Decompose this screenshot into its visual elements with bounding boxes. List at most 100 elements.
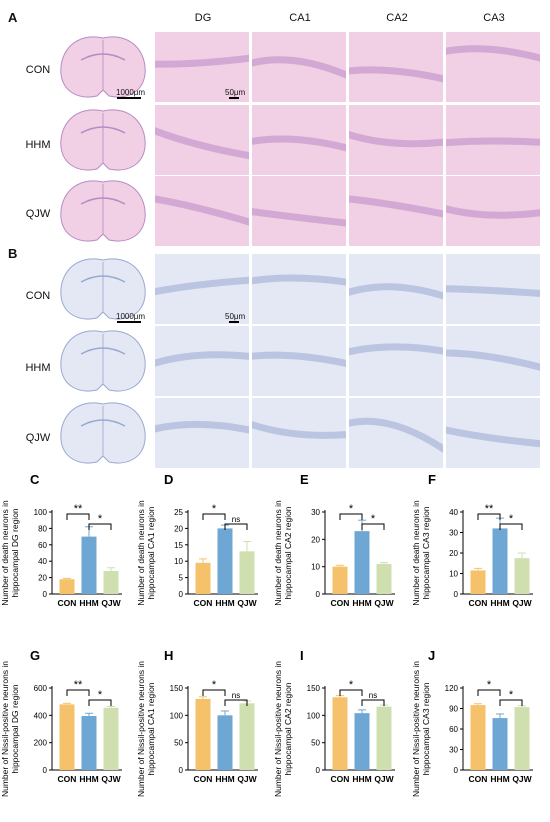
column-header-ca3: CA3 [446, 12, 542, 24]
y-tick-label-j-4: 120 [445, 684, 459, 693]
bar-h-qjw [240, 703, 255, 770]
y-axis-label-g-line1: Number of Nissil-positive neurons in [0, 661, 10, 797]
y-tick-label-c-4: 80 [38, 524, 47, 533]
column-header-ca2: CA2 [349, 12, 445, 24]
y-tick-label-d-1: 5 [179, 574, 184, 583]
x-tick-label-j-0: CON [469, 774, 488, 784]
scale-label-whole-b: 1000μm [116, 312, 145, 321]
x-tick-label-d-0: CON [194, 598, 213, 608]
significance-label-i-1: ns [369, 691, 377, 700]
y-tick-label-c-0: 0 [43, 590, 48, 599]
bar-c-hhm [82, 537, 97, 594]
x-tick-label-g-0: CON [58, 774, 77, 784]
panel-label-d: D [164, 472, 173, 487]
bar-d-qjw [240, 551, 255, 594]
x-tick-label-f-1: HHM [490, 598, 509, 608]
x-tick-label-j-1: HHM [490, 774, 509, 784]
bar-d-hhm [218, 528, 233, 594]
micrograph-nissl-qjw-ca2 [349, 398, 443, 468]
y-tick-label-i-1: 50 [311, 739, 320, 748]
y-axis-label-h-line2: hippocampal CA1 region [146, 682, 156, 775]
scale-label-zoom-a: 50μm [225, 88, 245, 97]
y-tick-label-g-3: 600 [34, 684, 48, 693]
y-tick-label-f-2: 20 [449, 549, 458, 558]
y-tick-label-h-0: 0 [179, 766, 184, 775]
significance-label-f-0: ** [485, 503, 494, 515]
significance-label-e-0: * [349, 503, 354, 515]
y-tick-label-h-1: 50 [174, 739, 183, 748]
micrograph-nissl-con-ca3 [446, 254, 540, 324]
micrograph-nissl-qjw-ca1 [252, 398, 346, 468]
y-tick-label-i-0: 0 [316, 766, 321, 775]
significance-label-d-1: ns [232, 515, 240, 524]
y-tick-label-h-2: 100 [170, 711, 184, 720]
y-tick-label-g-1: 200 [34, 739, 48, 748]
y-tick-label-j-1: 30 [449, 746, 458, 755]
bar-g-qjw [104, 708, 119, 770]
x-tick-label-e-0: CON [331, 598, 350, 608]
bar-j-qjw [515, 707, 530, 770]
x-tick-label-h-2: QJW [237, 774, 257, 784]
x-tick-label-f-2: QJW [512, 598, 532, 608]
bar-e-qjw [377, 564, 392, 594]
x-tick-label-c-1: HHM [79, 598, 98, 608]
y-tick-label-j-3: 90 [449, 705, 458, 714]
panel-label-e: E [300, 472, 309, 487]
y-axis-label-i-line2: hippocampal CA2 region [283, 682, 293, 775]
panel-label-a: A [8, 10, 17, 25]
column-header-ca1: CA1 [252, 12, 348, 24]
y-tick-label-e-0: 0 [316, 590, 321, 599]
y-tick-label-i-2: 100 [307, 711, 321, 720]
y-tick-label-c-2: 40 [38, 557, 47, 566]
x-tick-label-i-2: QJW [374, 774, 394, 784]
y-axis-label-f-line2: hippocampal CA3 region [421, 506, 431, 599]
panel-label-j: J [428, 648, 435, 663]
bar-j-con [471, 705, 486, 770]
x-tick-label-d-1: HHM [215, 598, 234, 608]
significance-label-i-0: * [349, 679, 354, 691]
y-tick-label-d-4: 20 [174, 524, 183, 533]
micrograph-he-hhm-ca3 [446, 105, 540, 175]
y-axis-label-f-line1: Number of death neurons in [411, 500, 421, 606]
micrograph-nissl-hhm-ca2 [349, 326, 443, 396]
y-axis-label-c-line1: Number of death neurons in [0, 500, 10, 606]
whole-brain-nissl-qjw [55, 396, 151, 470]
micrograph-he-hhm-ca2 [349, 105, 443, 175]
scale-bar-whole-a [117, 97, 141, 99]
y-axis-label-j-line2: hippocampal CA3 region [421, 682, 431, 775]
y-axis-label-g-line2: hippocampal DG region [10, 684, 20, 774]
bar-j-hhm [493, 718, 508, 770]
bar-i-hhm [355, 713, 370, 770]
micrograph-he-con-ca1 [252, 32, 346, 102]
bar-f-con [471, 570, 486, 594]
x-tick-label-g-1: HHM [79, 774, 98, 784]
y-axis-label-j-line1: Number of Nissil-positive neurons in [411, 661, 421, 797]
bar-charts: CNumber of death neurons in hippocampal D… [0, 470, 550, 822]
bar-e-hhm [355, 531, 370, 594]
x-tick-label-h-1: HHM [215, 774, 234, 784]
bar-h-con [196, 699, 211, 770]
x-tick-label-g-2: QJW [101, 774, 121, 784]
x-tick-label-j-2: QJW [512, 774, 532, 784]
y-tick-label-f-0: 0 [454, 590, 459, 599]
micrograph-nissl-hhm-ca1 [252, 326, 346, 396]
y-tick-label-e-2: 20 [311, 535, 320, 544]
bar-e-con [333, 567, 348, 594]
scale-bar-zoom-b [229, 321, 239, 323]
significance-label-j-0: * [487, 679, 492, 691]
bar-f-hhm [493, 528, 508, 594]
micrograph-he-con-ca2 [349, 32, 443, 102]
y-tick-label-e-1: 10 [311, 563, 320, 572]
x-tick-label-c-0: CON [58, 598, 77, 608]
whole-brain-he-hhm [55, 103, 151, 177]
y-tick-label-f-3: 30 [449, 529, 458, 538]
significance-label-g-1: * [98, 689, 103, 701]
micrograph-he-qjw-ca1 [252, 176, 346, 246]
y-tick-label-d-2: 10 [174, 557, 183, 566]
significance-label-h-0: * [212, 679, 217, 691]
panel-label-b: B [8, 246, 17, 261]
y-tick-label-f-4: 40 [449, 508, 458, 517]
y-tick-label-c-1: 20 [38, 574, 47, 583]
scale-label-zoom-b: 50μm [225, 312, 245, 321]
bar-c-con [60, 579, 75, 594]
